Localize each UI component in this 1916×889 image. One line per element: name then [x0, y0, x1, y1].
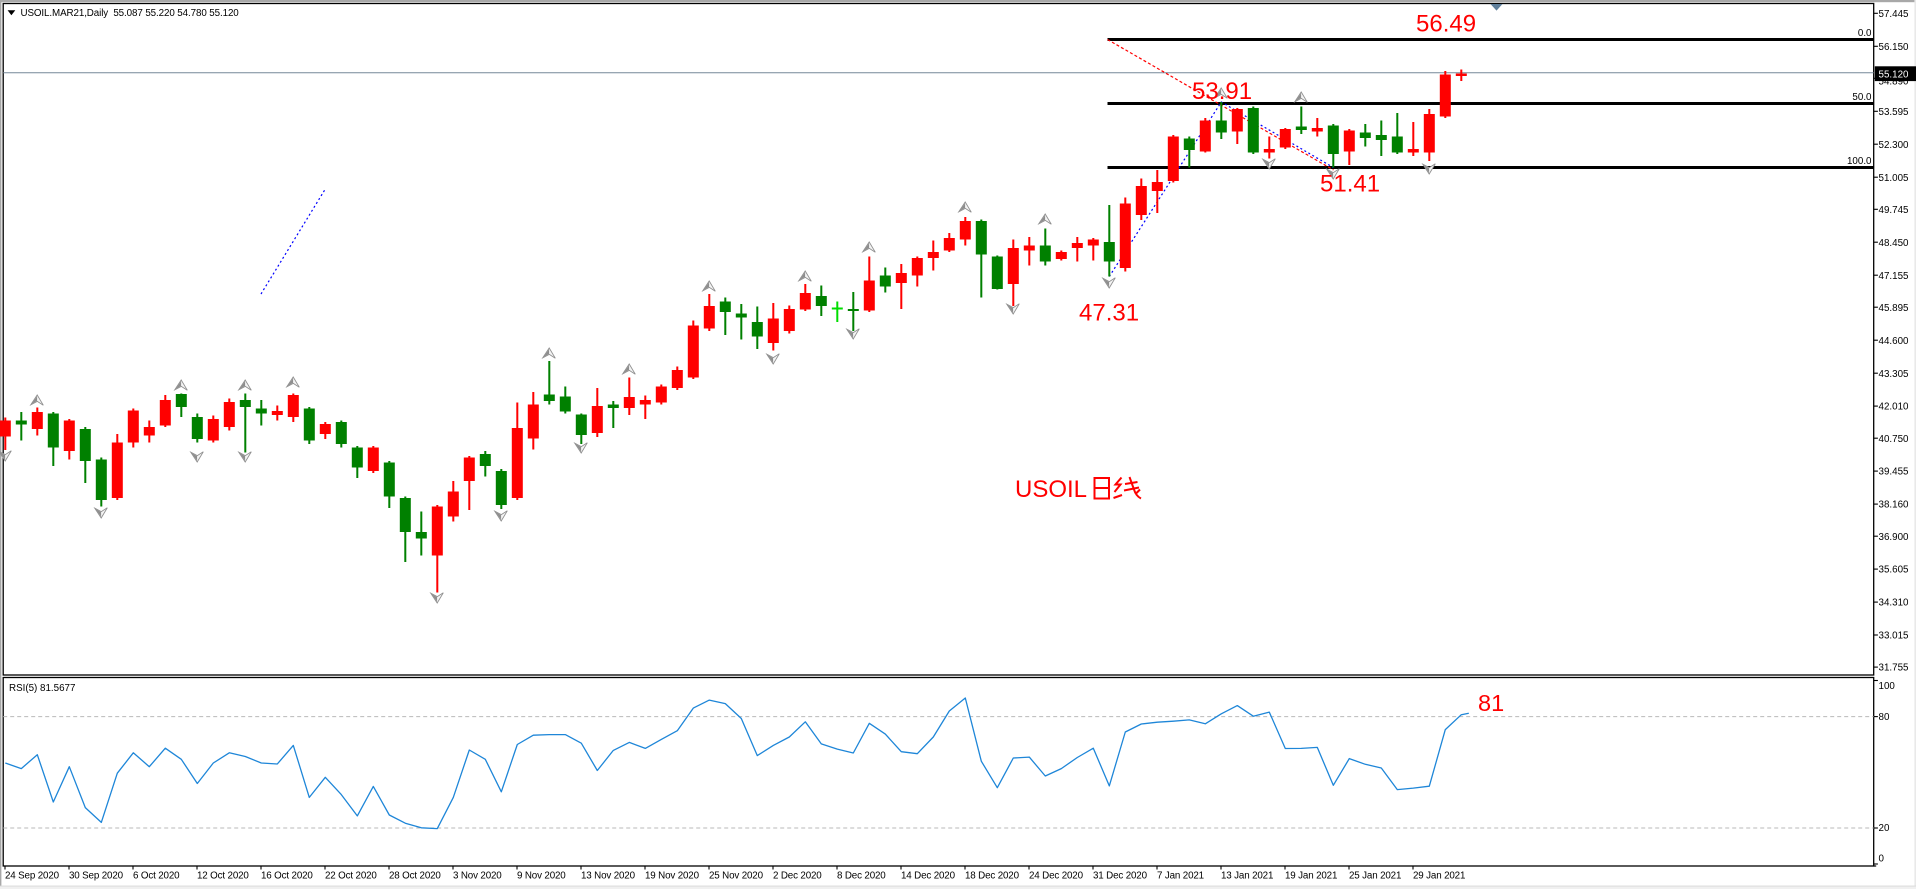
svg-text:47.31: 47.31: [1079, 300, 1139, 327]
svg-text:6 Oct 2020: 6 Oct 2020: [133, 870, 180, 881]
svg-text:100: 100: [1879, 681, 1896, 692]
svg-text:34.310: 34.310: [1879, 598, 1910, 609]
svg-text:30 Sep 2020: 30 Sep 2020: [69, 870, 124, 881]
svg-text:USOIL: USOIL: [1015, 476, 1087, 503]
svg-text:80: 80: [1879, 712, 1890, 723]
svg-text:29 Jan 2021: 29 Jan 2021: [1413, 870, 1465, 881]
svg-text:42.010: 42.010: [1879, 402, 1910, 413]
svg-text:53.91: 53.91: [1192, 78, 1252, 105]
svg-text:54.890: 54.890: [1879, 77, 1910, 88]
svg-text:24 Dec 2020: 24 Dec 2020: [1029, 870, 1084, 881]
svg-text:48.450: 48.450: [1879, 238, 1910, 249]
svg-text:31 Dec 2020: 31 Dec 2020: [1093, 870, 1148, 881]
svg-text:0.0: 0.0: [1858, 28, 1872, 39]
svg-text:33.015: 33.015: [1879, 631, 1910, 642]
svg-text:36.900: 36.900: [1879, 532, 1910, 543]
svg-text:35.605: 35.605: [1879, 565, 1910, 576]
svg-text:44.600: 44.600: [1879, 336, 1910, 347]
svg-text:51.41: 51.41: [1320, 171, 1380, 198]
svg-text:49.745: 49.745: [1879, 205, 1910, 216]
svg-text:RSI(5) 81.5677: RSI(5) 81.5677: [9, 683, 75, 694]
svg-text:14 Dec 2020: 14 Dec 2020: [901, 870, 956, 881]
svg-text:13 Nov 2020: 13 Nov 2020: [581, 870, 636, 881]
svg-text:13 Jan 2021: 13 Jan 2021: [1221, 870, 1273, 881]
svg-text:8 Dec 2020: 8 Dec 2020: [837, 870, 886, 881]
svg-text:100.0: 100.0: [1847, 156, 1872, 167]
svg-text:45.895: 45.895: [1879, 303, 1910, 314]
svg-text:25 Jan 2021: 25 Jan 2021: [1349, 870, 1401, 881]
svg-text:USOIL.MAR21,Daily 55.087 55.2: USOIL.MAR21,Daily 55.087 55.220 54.780 5…: [21, 8, 240, 19]
svg-text:56.150: 56.150: [1879, 42, 1910, 53]
svg-text:53.595: 53.595: [1879, 107, 1910, 118]
svg-text:16 Oct 2020: 16 Oct 2020: [261, 870, 313, 881]
svg-text:22 Oct 2020: 22 Oct 2020: [325, 870, 377, 881]
svg-text:56.49: 56.49: [1416, 11, 1476, 38]
svg-text:39.455: 39.455: [1879, 467, 1910, 478]
svg-text:31.755: 31.755: [1879, 663, 1910, 674]
svg-text:28 Oct 2020: 28 Oct 2020: [389, 870, 441, 881]
svg-text:40.750: 40.750: [1879, 434, 1910, 445]
svg-text:25 Nov 2020: 25 Nov 2020: [709, 870, 764, 881]
svg-text:3 Nov 2020: 3 Nov 2020: [453, 870, 502, 881]
svg-text:38.160: 38.160: [1879, 500, 1910, 511]
svg-text:81: 81: [1478, 690, 1504, 716]
svg-text:0: 0: [1879, 854, 1885, 865]
svg-text:47.155: 47.155: [1879, 271, 1910, 282]
svg-text:50.0: 50.0: [1852, 92, 1872, 103]
svg-text:2 Dec 2020: 2 Dec 2020: [773, 870, 822, 881]
svg-text:52.300: 52.300: [1879, 140, 1910, 151]
svg-text:12 Oct 2020: 12 Oct 2020: [197, 870, 249, 881]
svg-text:24 Sep 2020: 24 Sep 2020: [5, 870, 60, 881]
svg-text:19 Jan 2021: 19 Jan 2021: [1285, 870, 1337, 881]
svg-text:43.305: 43.305: [1879, 369, 1910, 380]
svg-text:51.005: 51.005: [1879, 173, 1910, 184]
svg-text:57.445: 57.445: [1879, 9, 1910, 20]
svg-text:9 Nov 2020: 9 Nov 2020: [517, 870, 566, 881]
svg-text:55.120: 55.120: [1879, 70, 1910, 81]
svg-text:7 Jan 2021: 7 Jan 2021: [1157, 870, 1204, 881]
svg-text:18 Dec 2020: 18 Dec 2020: [965, 870, 1020, 881]
svg-text:20: 20: [1879, 823, 1890, 834]
svg-text:19 Nov 2020: 19 Nov 2020: [645, 870, 700, 881]
